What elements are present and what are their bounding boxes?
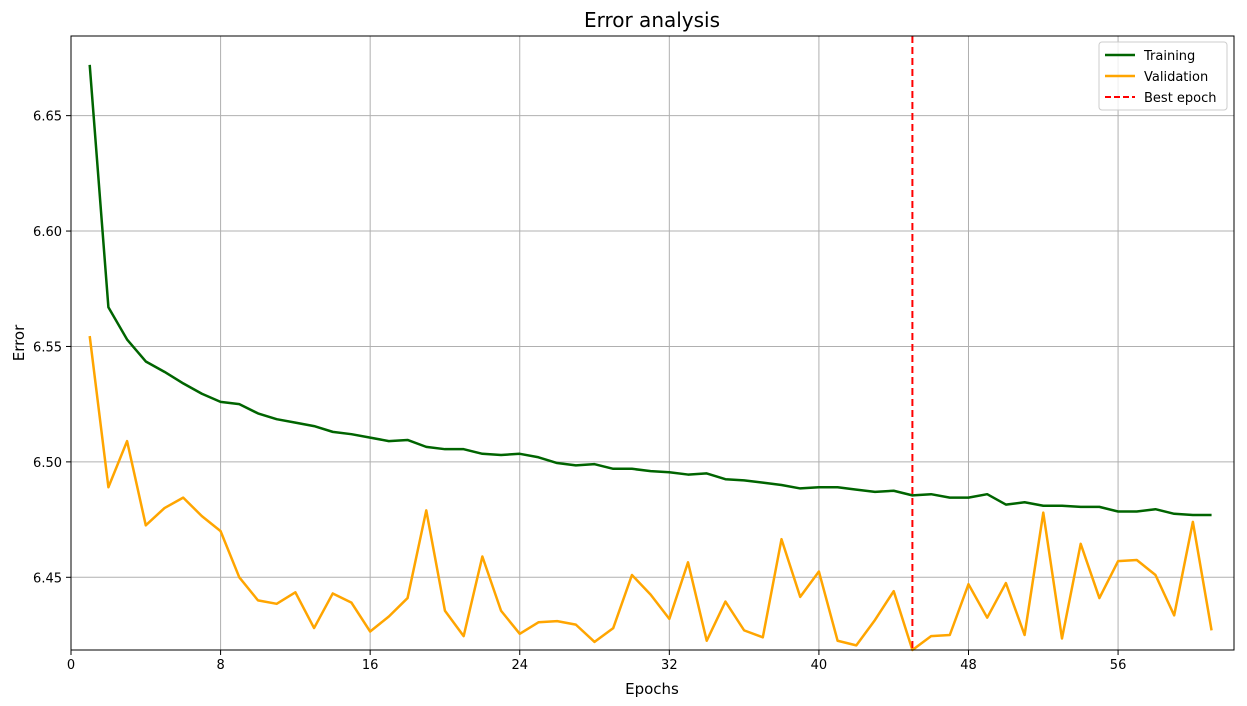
- grid-layer: [71, 36, 1234, 650]
- legend: Training Validation Best epoch: [1098, 41, 1228, 111]
- x-tick-label: 48: [960, 658, 977, 673]
- series-line-training: [88, 64, 1212, 517]
- legend-box: [1098, 41, 1228, 111]
- x-tick-label: 40: [811, 658, 828, 673]
- x-tick-label: 32: [661, 658, 678, 673]
- legend-label-training: Training: [1143, 49, 1195, 64]
- y-tick-label: 6.45: [33, 571, 62, 586]
- x-tick-label: 0: [67, 658, 75, 673]
- y-tick-label: 6.65: [33, 110, 62, 125]
- x-tick-label: 16: [362, 658, 379, 673]
- x-tick-label: 24: [511, 658, 528, 673]
- y-tick-label: 6.50: [33, 456, 62, 471]
- chart-title: Error analysis: [584, 8, 720, 32]
- legend-label-validation: Validation: [1144, 70, 1208, 85]
- series-layer: [88, 64, 1213, 652]
- tick-layer: 0 8 16 24 32 40 48 56 6.45 6.50 6.55 6.60 6.65: [33, 110, 1126, 673]
- y-tick-label: 6.60: [33, 225, 62, 240]
- y-tick-label: 6.55: [33, 340, 62, 355]
- x-tick-label: 8: [216, 658, 224, 673]
- plot-frame: [70, 35, 1235, 651]
- x-axis-title: Epochs: [625, 680, 679, 698]
- y-axis-title: Error: [10, 324, 28, 361]
- series-line-validation: [88, 335, 1213, 652]
- legend-label-best-epoch: Best epoch: [1144, 91, 1217, 106]
- x-tick-label: 56: [1110, 658, 1127, 673]
